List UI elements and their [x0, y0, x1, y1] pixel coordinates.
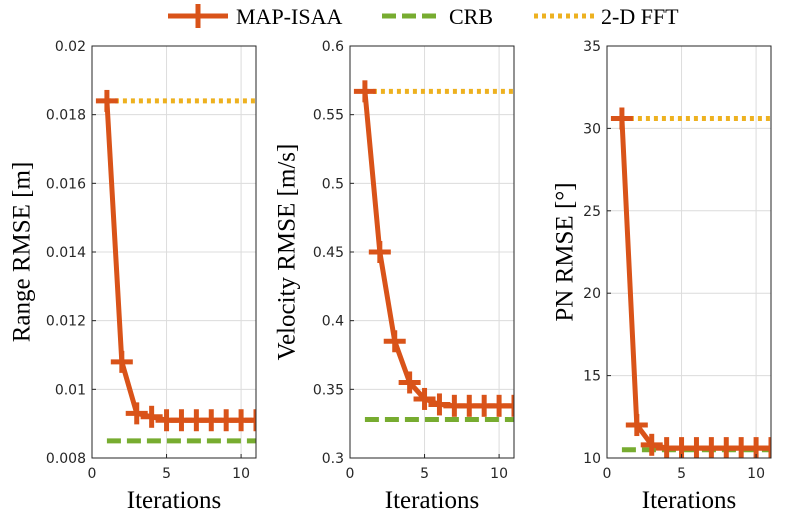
y-tick-label: 0.008 — [46, 451, 86, 467]
data-point-map-isaa — [610, 107, 633, 130]
y-tick-label: 0.018 — [46, 108, 86, 124]
data-point-map-isaa — [140, 405, 163, 428]
x-axis-label: Iterations — [642, 487, 736, 514]
data-point-map-isaa — [353, 80, 376, 103]
x-tick-label: 10 — [232, 466, 250, 482]
y-tick-label: 30 — [583, 121, 601, 137]
data-point-map-isaa — [503, 394, 514, 417]
data-point-map-isaa — [110, 350, 133, 373]
legend-item-crb: CRB — [382, 4, 493, 29]
y-tick-label: 0.4 — [322, 314, 344, 330]
x-tick-label: 5 — [162, 466, 171, 482]
subplot-pn-rmse: 0 5 10 10 15 20 25 30 35 Iterations PN RMSE [°] — [552, 39, 772, 514]
data-point-map-isaa — [625, 414, 648, 437]
legend: MAP-ISAA CRB 2-D FFT — [168, 4, 679, 29]
data-point-map-isaa — [245, 409, 256, 432]
y-axis-label: Velocity RMSE [m/s] — [274, 144, 301, 361]
data-point-map-isaa — [368, 241, 391, 263]
x-tick-label: 10 — [490, 466, 508, 482]
x-tick-label: 0 — [88, 466, 97, 482]
series-layer — [95, 89, 256, 444]
y-tick-label: 0.55 — [313, 108, 344, 124]
y-tick-label: 15 — [583, 369, 601, 385]
y-tick-label: 0.5 — [322, 176, 344, 192]
subplot-range-rmse: 0 5 10 0.008 0.01 0.012 0.014 0.016 0.018 0.02 Ite… — [9, 39, 257, 514]
y-axis-label: PN RMSE [°] — [552, 182, 579, 321]
legend-item-2d-fft: 2-D FFT — [534, 4, 679, 29]
series-layer — [353, 80, 514, 423]
y-tick-label: 0.3 — [322, 451, 344, 467]
data-point-map-isaa — [640, 433, 663, 456]
y-tick-label: 0.014 — [46, 245, 86, 261]
series-layer — [610, 107, 771, 458]
x-tick-label: 0 — [346, 466, 355, 482]
x-axis-label: Iterations — [127, 487, 221, 514]
series-line-map-isaa — [619, 118, 771, 451]
x-tick-label: 0 — [603, 466, 612, 482]
series-line-map-isaa — [362, 91, 514, 409]
y-tick-label: 0.012 — [46, 314, 86, 330]
y-tick-label: 25 — [583, 204, 601, 220]
data-point-map-isaa — [95, 89, 118, 112]
x-tick-label: 5 — [420, 466, 429, 482]
subplot-velocity-rmse: 0 5 10 0.3 0.35 0.4 0.45 0.5 0.55 0.6 Iterations Ve… — [274, 39, 515, 514]
y-tick-label: 10 — [583, 451, 601, 467]
y-tick-label: 0.6 — [322, 39, 344, 55]
data-point-map-isaa — [125, 402, 148, 425]
x-tick-label: 5 — [677, 466, 686, 482]
legend-item-map-isaa: MAP-ISAA — [168, 4, 342, 29]
y-tick-label: 20 — [583, 286, 601, 302]
axes-frame — [606, 45, 772, 459]
legend-label-map-isaa: MAP-ISAA — [236, 4, 342, 29]
legend-label-2d-fft: 2-D FFT — [601, 4, 679, 29]
x-axis-label: Iterations — [385, 487, 479, 514]
legend-label-crb: CRB — [449, 4, 493, 29]
data-point-map-isaa — [760, 437, 771, 458]
y-tick-label: 0.45 — [313, 245, 344, 261]
data-point-map-isaa — [398, 371, 421, 394]
y-axis-label: Range RMSE [m] — [9, 162, 36, 343]
data-point-map-isaa — [383, 330, 406, 353]
series-line-map-isaa — [104, 100, 256, 423]
x-tick-label: 10 — [747, 466, 765, 482]
y-tick-label: 0.02 — [55, 39, 86, 55]
y-tick-label: 0.016 — [46, 176, 86, 192]
y-tick-label: 35 — [583, 39, 601, 55]
y-tick-label: 0.35 — [313, 382, 344, 398]
data-point-map-isaa — [413, 387, 436, 410]
y-tick-label: 0.01 — [55, 382, 86, 398]
